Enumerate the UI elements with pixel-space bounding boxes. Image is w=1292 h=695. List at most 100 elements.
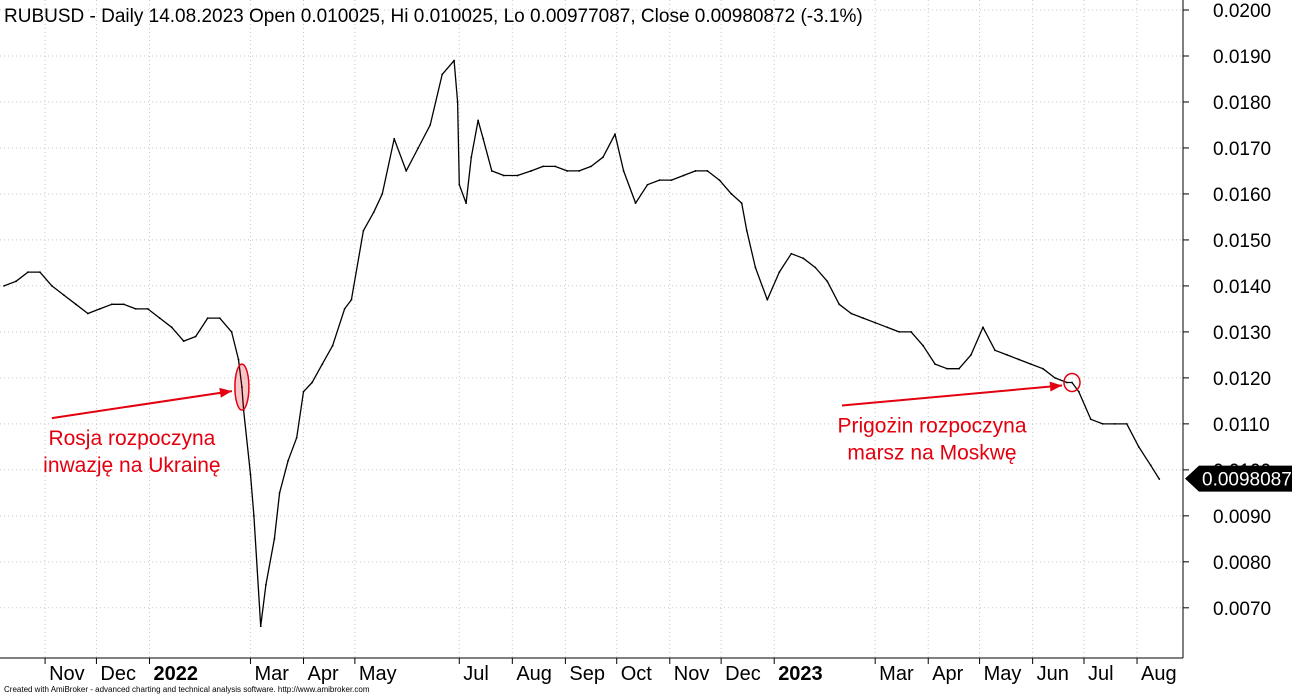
price-point — [694, 170, 697, 172]
price-point — [1149, 464, 1152, 467]
price-point — [331, 344, 334, 347]
price-point — [745, 229, 748, 232]
y-tick-label: 0.0070 — [1213, 599, 1271, 620]
x-tick-label: Aug — [1141, 663, 1177, 685]
price-point — [393, 137, 396, 140]
x-tick-label: Nov — [49, 663, 85, 685]
price-point — [27, 271, 29, 274]
last-price-marker: 0.00980872 — [1185, 465, 1292, 492]
price-point — [295, 436, 298, 439]
price-point — [170, 326, 173, 329]
x-tick-label: Nov — [674, 663, 710, 685]
annotation-text-line: Rosja rozpoczyna — [48, 427, 215, 450]
price-point — [273, 537, 276, 540]
price-point — [682, 174, 685, 177]
price-point — [134, 308, 137, 310]
annotation-text-line: Prigożin rozpoczyna — [837, 414, 1026, 437]
price-point — [934, 363, 936, 365]
price-point — [886, 326, 889, 329]
price-point — [1053, 376, 1056, 379]
x-tick-label: Jul — [463, 663, 489, 685]
annotation-arrow — [841, 384, 1063, 407]
price-point — [465, 202, 468, 205]
price-point — [182, 340, 185, 342]
price-point — [958, 367, 960, 370]
price-point — [249, 473, 252, 476]
price-point — [614, 133, 616, 136]
annotation-highlight-ellipse — [1063, 372, 1081, 393]
price-point — [1113, 422, 1116, 425]
price-point — [405, 170, 408, 172]
price-point — [1089, 418, 1092, 421]
y-tick-label: 0.0160 — [1213, 185, 1271, 206]
price-point — [110, 303, 113, 306]
chart-title: RUBUSD - Daily 14.08.2023 Open 0.010025,… — [4, 6, 863, 27]
price-point — [98, 308, 101, 310]
annotation-highlight-ellipse — [234, 363, 250, 411]
price-point — [470, 156, 473, 159]
price-point — [490, 170, 493, 172]
price-point — [441, 73, 444, 76]
price-point — [63, 294, 65, 297]
price-point — [838, 303, 841, 306]
price-point — [206, 317, 209, 320]
price-point — [350, 298, 353, 301]
footer-credit: Created with AmiBroker - advanced charti… — [4, 685, 370, 694]
price-point — [646, 183, 649, 186]
x-tick-label: Mar — [254, 663, 289, 685]
price-point — [15, 280, 17, 283]
x-tick-label: Dec — [725, 663, 761, 685]
price-point — [1137, 445, 1140, 448]
x-tick-label: May — [359, 663, 397, 685]
price-point — [658, 179, 661, 182]
annotation-arrow — [51, 390, 233, 420]
price-point — [622, 170, 625, 172]
price-point — [381, 193, 384, 195]
x-tick-label: 2023 — [778, 663, 823, 685]
price-point — [74, 303, 77, 306]
x-tick-label: Oct — [621, 663, 653, 685]
price-point — [1006, 353, 1008, 356]
price-point — [754, 266, 757, 269]
y-tick-label: 0.0110 — [1213, 415, 1270, 436]
y-tick-label: 0.0130 — [1213, 323, 1271, 344]
price-point — [146, 308, 149, 310]
price-point — [158, 317, 161, 320]
y-tick-label: 0.0170 — [1213, 139, 1271, 160]
price-point — [1030, 363, 1032, 365]
price-point — [850, 312, 853, 315]
price-point — [259, 625, 262, 628]
y-tick-label: 0.0120 — [1213, 369, 1271, 390]
price-point — [874, 321, 877, 324]
price-point — [922, 344, 924, 347]
price-point — [51, 285, 53, 287]
price-point — [456, 101, 459, 103]
price-point — [278, 491, 281, 494]
y-tick-label: 0.0190 — [1213, 47, 1271, 68]
price-point — [86, 312, 89, 315]
x-tick-label: May — [984, 663, 1022, 685]
price-point — [302, 390, 305, 393]
price-point — [372, 211, 375, 214]
price-point — [670, 179, 673, 182]
y-tick-label: 0.0140 — [1213, 277, 1271, 298]
price-point — [458, 183, 461, 186]
price-point — [826, 280, 829, 283]
price-point — [814, 266, 817, 269]
annotation-text-line: inwazję na Ukrainę — [43, 454, 220, 477]
price-point — [1077, 390, 1080, 393]
price-point — [477, 119, 479, 122]
price-point — [241, 386, 243, 388]
price-point — [237, 358, 240, 361]
price-point — [194, 335, 197, 338]
x-tick-label: Jun — [1037, 663, 1069, 685]
price-point — [730, 193, 733, 195]
price-point — [718, 179, 721, 182]
annotation-arrowhead — [1049, 381, 1062, 392]
annotation-arrowhead — [219, 387, 232, 398]
price-point — [122, 303, 125, 306]
y-tick-label: 0.0200 — [1213, 1, 1271, 22]
price-point — [530, 170, 533, 172]
price-point — [287, 459, 290, 462]
